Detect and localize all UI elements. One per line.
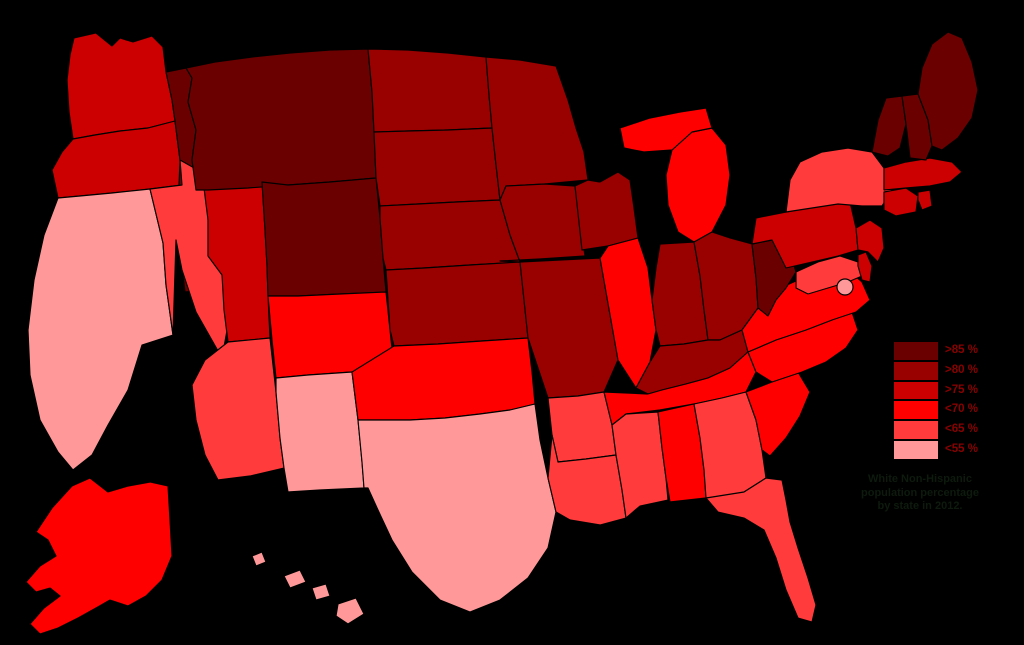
legend-label-1: >80 % <box>945 363 978 376</box>
legend-label-3: <70 % <box>945 403 978 416</box>
legend-label-4: <65 % <box>945 423 978 436</box>
state-delaware[interactable] <box>857 251 873 283</box>
states-group <box>25 31 979 635</box>
state-new-mexico[interactable] <box>275 371 365 493</box>
state-new-jersey[interactable] <box>855 219 885 263</box>
state-wisconsin[interactable] <box>574 171 639 251</box>
state-nebraska[interactable] <box>379 199 521 271</box>
map-caption: White Non-Hispanic population percentage… <box>840 473 1000 514</box>
state-rhode-island[interactable] <box>917 189 933 211</box>
state-maine[interactable] <box>917 31 979 151</box>
legend-label-5: <55 % <box>945 443 978 455</box>
legend-swatch-5 <box>893 440 939 460</box>
legend-swatch-4 <box>893 420 939 440</box>
legend: >85 % >80 % >75 % <70 % <65 % <55 % <box>893 341 978 460</box>
state-arkansas[interactable] <box>547 391 617 463</box>
state-montana[interactable] <box>185 48 377 191</box>
state-california[interactable] <box>27 188 174 471</box>
state-arizona[interactable] <box>191 337 285 481</box>
caption-line-3: by state in 2012. <box>877 500 963 512</box>
state-kansas[interactable] <box>385 261 529 347</box>
state-michigan-up[interactable] <box>619 107 713 153</box>
state-florida[interactable] <box>705 477 817 623</box>
legend-label-2: >75 % <box>945 383 978 396</box>
state-south-dakota[interactable] <box>373 127 501 207</box>
state-missouri[interactable] <box>519 257 619 399</box>
state-maryland[interactable] <box>795 255 863 295</box>
caption-line-2: population percentage <box>861 486 979 499</box>
state-vermont[interactable] <box>871 95 907 157</box>
legend-swatch-2 <box>893 380 939 401</box>
legend-swatch-0 <box>893 341 939 361</box>
state-texas[interactable] <box>357 403 557 613</box>
state-iowa[interactable] <box>499 183 586 263</box>
state-massachusetts[interactable] <box>883 157 963 191</box>
state-washington[interactable] <box>66 32 176 140</box>
state-minnesota[interactable] <box>485 56 589 201</box>
state-wyoming[interactable] <box>261 177 387 297</box>
legend-swatch-3 <box>893 400 939 421</box>
state-connecticut[interactable] <box>883 187 919 217</box>
legend-swatch-1 <box>893 360 939 381</box>
state-new-york[interactable] <box>785 147 893 213</box>
legend-label-0: >85 % <box>945 344 978 356</box>
state-north-dakota[interactable] <box>367 48 493 133</box>
caption-line-1: White Non-Hispanic <box>868 473 972 485</box>
state-alaska[interactable] <box>25 477 173 635</box>
state-hawaii[interactable] <box>251 551 365 625</box>
district-of-columbia-marker[interactable] <box>836 278 854 296</box>
